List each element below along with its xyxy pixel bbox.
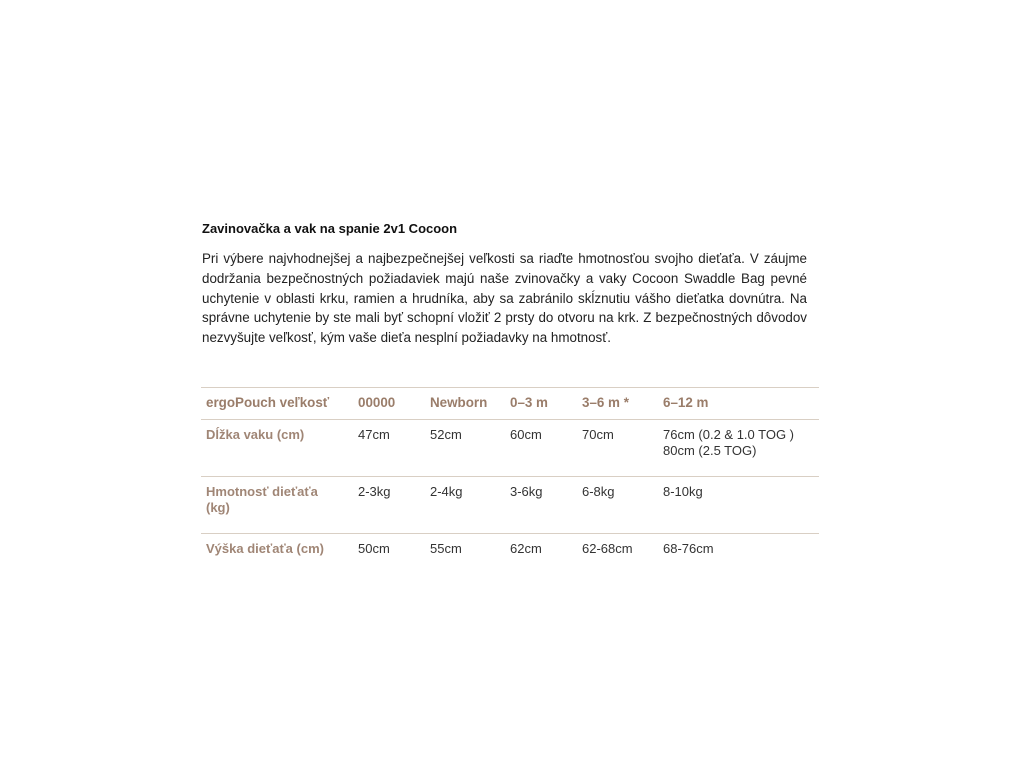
section-title: Zavinovačka a vak na spanie 2v1 Cocoon: [202, 221, 458, 236]
row-label: Výška dieťaťa (cm): [201, 533, 358, 574]
table-cell: 3-6kg: [510, 476, 582, 534]
header-cell: 3–6 m *: [582, 387, 663, 420]
table-cell: 76cm (0.2 & 1.0 TOG ) 80cm (2.5 TOG): [663, 419, 819, 477]
cell-line: 80cm (2.5 TOG): [663, 443, 757, 458]
table-row: Hmotnosť dieťaťa (kg) 2-3kg 2-4kg 3-6kg …: [201, 476, 819, 534]
header-cell: ergoPouch veľkosť: [201, 387, 358, 420]
table-cell: 47cm: [358, 419, 430, 477]
header-cell: 00000: [358, 387, 430, 420]
header-cell: 6–12 m: [663, 387, 819, 420]
table-row: Výška dieťaťa (cm) 50cm 55cm 62cm 62-68c…: [201, 533, 819, 574]
size-guide-paragraph: Pri výbere najvhodnejšej a najbezpečnejš…: [202, 251, 807, 346]
row-label: Dĺžka vaku (cm): [201, 419, 358, 477]
table-header-row: ergoPouch veľkosť 00000 Newborn 0–3 m 3–…: [201, 387, 819, 420]
table-cell: 8-10kg: [663, 476, 819, 534]
table-row: Dĺžka vaku (cm) 47cm 52cm 60cm 70cm 76cm…: [201, 419, 819, 477]
table-cell: 70cm: [582, 419, 663, 477]
table-cell: 2-4kg: [430, 476, 510, 534]
table-cell: 62-68cm: [582, 533, 663, 574]
table-cell: 52cm: [430, 419, 510, 477]
table-cell: 68-76cm: [663, 533, 819, 574]
table-cell: 62cm: [510, 533, 582, 574]
table-cell: 60cm: [510, 419, 582, 477]
header-cell: Newborn: [430, 387, 510, 420]
table-cell: 50cm: [358, 533, 430, 574]
size-table: ergoPouch veľkosť 00000 Newborn 0–3 m 3–…: [201, 387, 819, 574]
cell-line: 76cm (0.2 & 1.0 TOG ): [663, 427, 795, 442]
header-cell: 0–3 m: [510, 387, 582, 420]
table-cell: 55cm: [430, 533, 510, 574]
table-cell: 6-8kg: [582, 476, 663, 534]
table-cell: 2-3kg: [358, 476, 430, 534]
row-label: Hmotnosť dieťaťa (kg): [201, 476, 358, 534]
